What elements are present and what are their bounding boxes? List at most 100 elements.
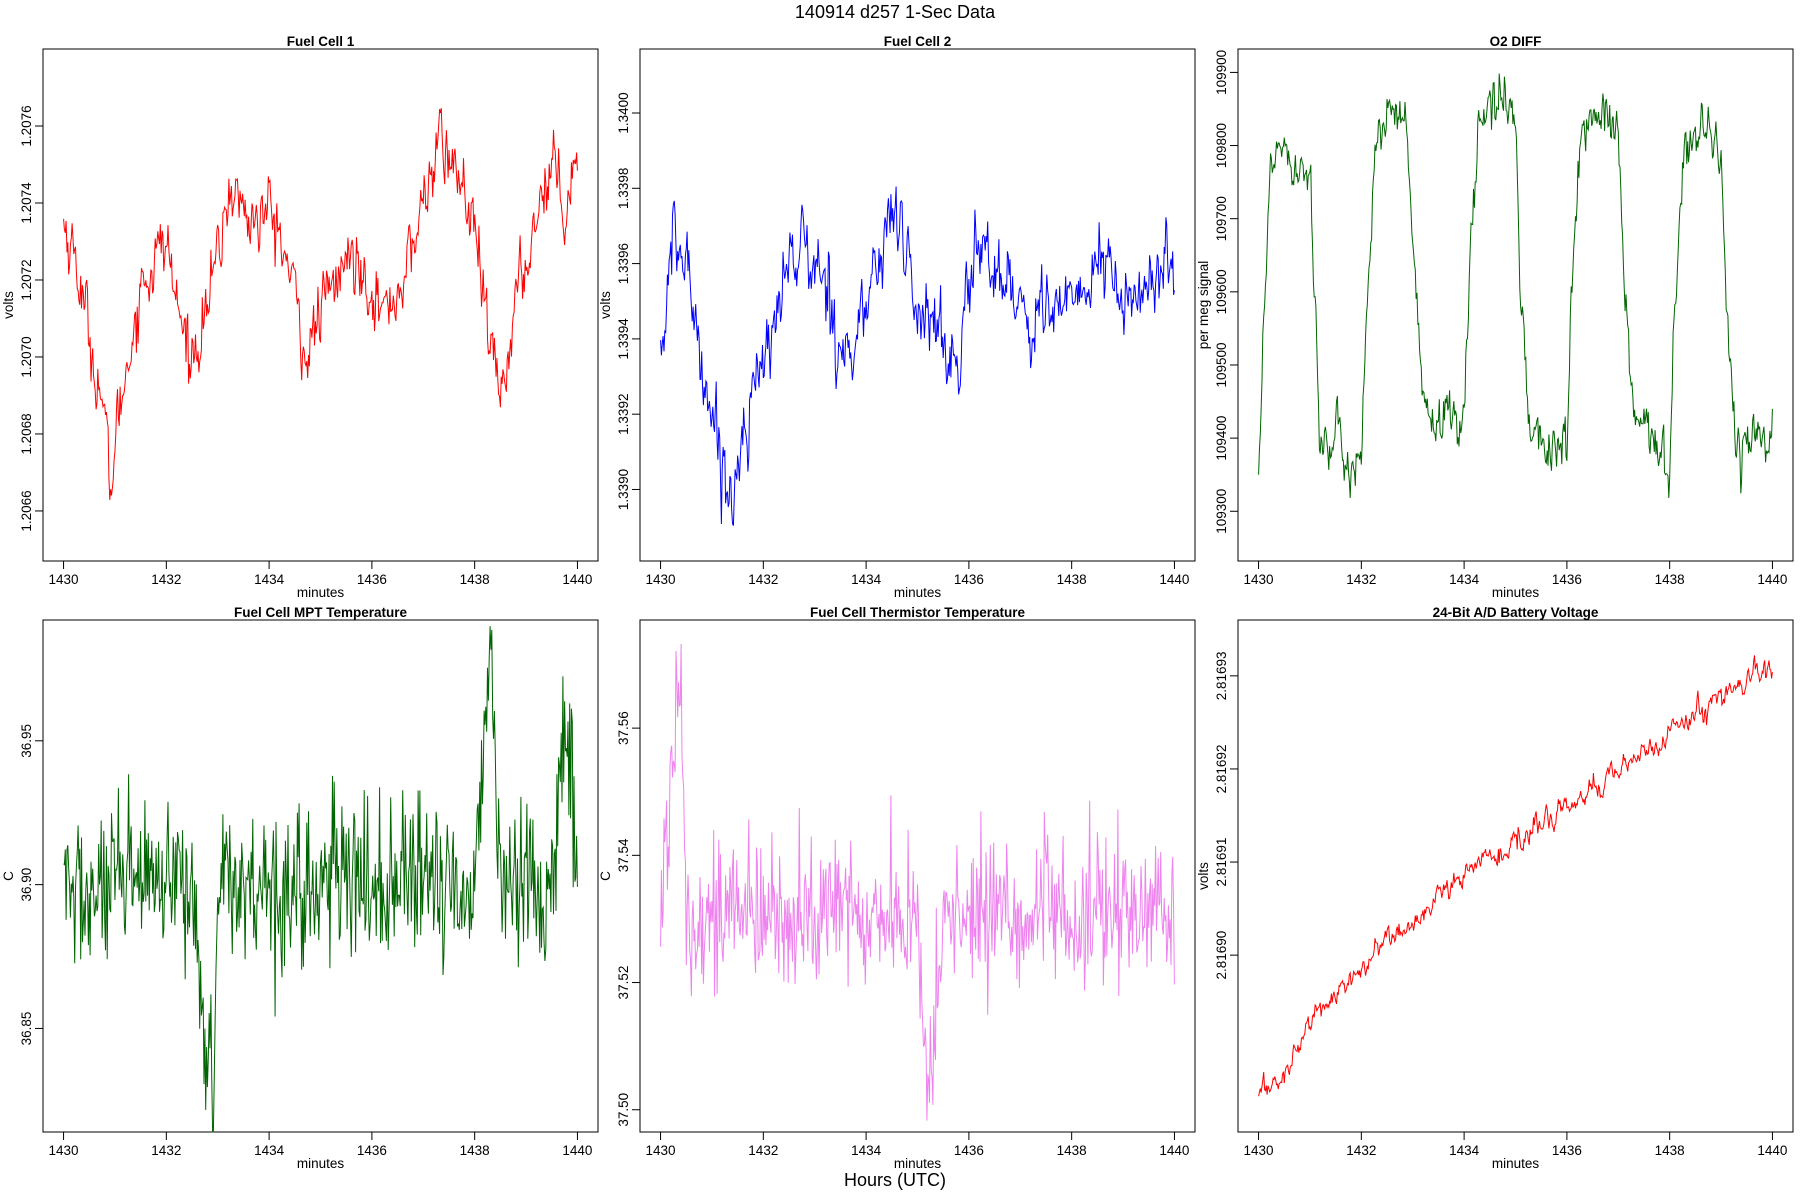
y-tick-label: 2.81690: [1214, 931, 1229, 980]
y-tick-label: 1.3398: [616, 168, 631, 209]
x-tick-label: 1432: [151, 572, 181, 587]
x-tick-label: 1436: [357, 572, 387, 587]
x-tick-label: 1434: [254, 1143, 285, 1158]
y-tick-label: 109300: [1214, 489, 1229, 534]
x-tick-label: 1432: [748, 572, 778, 587]
plot-frame: [639, 48, 1196, 562]
x-tick-label: 1438: [1655, 572, 1685, 587]
y-tick-label: 1.2068: [19, 413, 34, 454]
panel-title: Fuel Cell MPT Temperature: [234, 605, 408, 620]
x-axis-label: minutes: [1492, 585, 1540, 600]
x-tick-label: 1434: [851, 1143, 882, 1158]
y-axis-label: volts: [1196, 862, 1211, 890]
y-tick-label: 109600: [1214, 269, 1229, 314]
y-tick-label: 109700: [1214, 196, 1229, 241]
chart-panel-5: Fuel Cell Thermistor Temperature 1430 1432…: [598, 605, 1196, 1171]
x-tick-label: 1432: [1346, 1143, 1376, 1158]
y-tick-label: 109800: [1214, 123, 1229, 168]
x-tick-label: 1438: [1057, 1143, 1087, 1158]
x-tick-label: 1436: [357, 1143, 387, 1158]
chart-panel-4: Fuel Cell MPT Temperature 1430 1432 1434 143…: [1, 605, 599, 1171]
panel-title: O2 DIFF: [1490, 34, 1542, 49]
panel-title: Fuel Cell 2: [884, 34, 952, 49]
x-tick-label: 1440: [1159, 572, 1189, 587]
plot-frame: [639, 619, 1196, 1133]
chart-panel-2: Fuel Cell 2 1430 1432 1434 1436 1438 1440 minut…: [598, 34, 1196, 600]
x-tick-label: 1438: [460, 572, 490, 587]
x-tick-label: 1436: [1552, 572, 1582, 587]
figure-title: 140914 d257 1-Sec Data: [795, 2, 996, 22]
x-tick-label: 1434: [851, 572, 882, 587]
x-tick-label: 1434: [1449, 572, 1480, 587]
x-tick-label: 1432: [748, 1143, 778, 1158]
x-tick-label: 1430: [646, 572, 676, 587]
x-tick-label: 1432: [151, 1143, 181, 1158]
x-tick-label: 1430: [49, 572, 79, 587]
x-tick-label: 1438: [1057, 572, 1087, 587]
x-tick-label: 1434: [254, 572, 285, 587]
x-tick-label: 1436: [954, 572, 984, 587]
series-line: [1258, 73, 1773, 499]
chart-panel-1: Fuel Cell 1 1430 1432 1434 1436 1438 1440 minut…: [1, 34, 599, 600]
y-tick-label: 37.56: [616, 711, 631, 745]
x-tick-label: 1430: [1244, 572, 1274, 587]
y-axis-label: volts: [598, 291, 613, 319]
x-tick-label: 1430: [1244, 1143, 1274, 1158]
x-tick-label: 1438: [1655, 1143, 1685, 1158]
panel-title: Fuel Cell 1: [287, 34, 355, 49]
x-tick-label: 1438: [460, 1143, 490, 1158]
series-line: [660, 643, 1175, 1121]
y-axis-label: volts: [1, 291, 16, 319]
y-tick-label: 2.81693: [1214, 651, 1229, 700]
y-tick-label: 1.3390: [616, 469, 631, 510]
y-tick-label: 1.3396: [616, 243, 631, 284]
x-axis-label: minutes: [894, 585, 942, 600]
x-axis-label: minutes: [297, 585, 345, 600]
y-tick-label: 109500: [1214, 342, 1229, 387]
y-tick-label: 36.85: [19, 1012, 34, 1046]
chart-panel-3: O2 DIFF 1430 1432 1434 1436 1438 1440 minutes 10…: [1196, 34, 1794, 600]
y-tick-label: 1.2066: [19, 490, 34, 531]
x-tick-label: 1436: [1552, 1143, 1582, 1158]
y-tick-label: 2.81692: [1214, 745, 1229, 794]
y-tick-label: 36.95: [19, 724, 34, 758]
y-tick-label: 37.52: [616, 966, 631, 1000]
x-tick-label: 1440: [1757, 572, 1787, 587]
x-tick-label: 1436: [954, 1143, 984, 1158]
y-tick-label: 1.2072: [19, 259, 34, 300]
series-line: [660, 186, 1175, 526]
series-line: [63, 108, 578, 500]
y-tick-label: 1.2074: [19, 182, 34, 224]
y-tick-label: 37.50: [616, 1093, 631, 1127]
series-line: [63, 626, 578, 1133]
y-axis-label: C: [598, 871, 613, 881]
x-axis-label: minutes: [297, 1156, 345, 1171]
y-tick-label: 109400: [1214, 416, 1229, 461]
chart-panel-6: 24-Bit A/D Battery Voltage 1430 1432 1434 14…: [1196, 605, 1794, 1171]
x-tick-label: 1434: [1449, 1143, 1480, 1158]
series-line: [1258, 655, 1773, 1097]
x-tick-label: 1440: [1757, 1143, 1787, 1158]
y-axis-label: C: [1, 871, 16, 881]
x-axis-label: minutes: [1492, 1156, 1540, 1171]
x-tick-label: 1432: [1346, 572, 1376, 587]
x-tick-label: 1440: [562, 572, 592, 587]
figure-outer-xlabel: Hours (UTC): [844, 1170, 946, 1190]
y-tick-label: 36.90: [19, 868, 34, 902]
x-tick-label: 1430: [49, 1143, 79, 1158]
panel-title: 24-Bit A/D Battery Voltage: [1433, 605, 1599, 620]
y-tick-label: 1.3400: [616, 92, 631, 133]
x-axis-label: minutes: [894, 1156, 942, 1171]
y-axis-label: per meg signal: [1196, 261, 1211, 350]
x-tick-label: 1440: [562, 1143, 592, 1158]
y-tick-label: 2.81691: [1214, 838, 1229, 887]
y-tick-label: 109900: [1214, 50, 1229, 95]
y-tick-label: 1.3392: [616, 394, 631, 435]
chart-panels: Fuel Cell 1 1430 1432 1434 1436 1438 1440 minut…: [1, 34, 1794, 1171]
y-tick-label: 1.3394: [616, 318, 631, 360]
y-tick-label: 37.54: [616, 838, 631, 872]
x-tick-label: 1430: [646, 1143, 676, 1158]
y-tick-label: 1.2076: [19, 105, 34, 146]
y-tick-label: 1.2070: [19, 336, 34, 377]
